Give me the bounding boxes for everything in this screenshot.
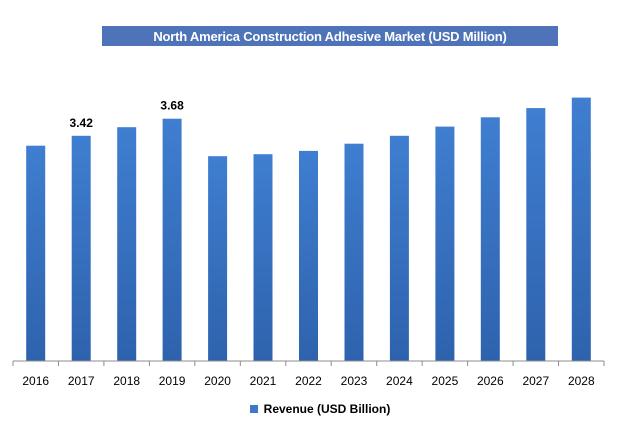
- legend-swatch: [249, 405, 258, 413]
- x-tick-label: 2016: [22, 374, 49, 388]
- legend-label: Revenue (USD Billion): [263, 402, 391, 416]
- bar-2022: [299, 150, 318, 361]
- x-tick-label: 2021: [250, 374, 277, 388]
- bar-2027: [526, 108, 546, 361]
- x-tick-label: 2025: [432, 374, 459, 388]
- bar-2017: [71, 135, 91, 361]
- bar-2026: [480, 117, 500, 361]
- data-label-2019: 3.68: [160, 99, 184, 113]
- x-tick-label: 2018: [113, 374, 140, 388]
- bar-2028: [571, 97, 591, 361]
- bar-2016: [26, 145, 46, 361]
- chart-title: North America Construction Adhesive Mark…: [102, 26, 558, 46]
- legend: Revenue (USD Billion): [0, 401, 640, 417]
- bar-2024: [389, 135, 409, 361]
- x-tick-label: 2024: [386, 374, 413, 388]
- x-tick-label: 2027: [522, 374, 549, 388]
- x-tick-label: 2020: [204, 374, 231, 388]
- x-tick-label: 2028: [568, 374, 595, 388]
- x-tick-label: 2026: [477, 374, 504, 388]
- bar-2025: [435, 126, 455, 361]
- bar-2019: [162, 118, 182, 361]
- x-tick-label: 2019: [159, 374, 186, 388]
- bar-2021: [253, 154, 273, 361]
- bar-2023: [344, 143, 364, 361]
- x-tick-label: 2022: [295, 374, 322, 388]
- x-tick-label: 2017: [68, 374, 95, 388]
- x-tick-label: 2023: [341, 374, 368, 388]
- bar-2018: [117, 127, 137, 361]
- bar-2020: [208, 156, 228, 361]
- data-label-2017: 3.42: [70, 116, 94, 130]
